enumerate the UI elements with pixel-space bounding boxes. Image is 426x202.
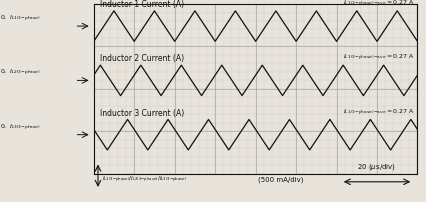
Text: $0,\ I_{L2(3\mathrm{-phase})}$: $0,\ I_{L2(3\mathrm{-phase})}$ (0, 68, 41, 78)
Text: $I_{L1(3\mathsf{-phase})\mathsf{-ave}}= 0.27\ \mathrm{A}$: $I_{L1(3\mathsf{-phase})\mathsf{-ave}}= … (343, 0, 414, 9)
Text: $I_{L1(3\mathrm{-phase})}/I_{L2(3\mathrm{-phase})}/I_{L3(3\mathrm{-phase})}$: $I_{L1(3\mathrm{-phase})}/I_{L2(3\mathrm… (102, 175, 187, 185)
Text: $0,\ I_{L1(3\mathrm{-phase})}$: $0,\ I_{L1(3\mathrm{-phase})}$ (0, 14, 41, 24)
Text: $I_{L1(3\mathsf{-phase})\mathsf{-ave}}= 0.27\ \mathrm{A}$: $I_{L1(3\mathsf{-phase})\mathsf{-ave}}= … (343, 53, 414, 63)
Text: Inductor 1 Current (A): Inductor 1 Current (A) (100, 0, 184, 9)
Text: $I_{L1(3\mathsf{-phase})\mathsf{-ave}}= 0.27\ \mathrm{A}$: $I_{L1(3\mathsf{-phase})\mathsf{-ave}}= … (343, 107, 414, 118)
Text: $0,\ I_{L3(3\mathrm{-phase})}$: $0,\ I_{L3(3\mathrm{-phase})}$ (0, 122, 41, 133)
Text: Inductor 3 Current (A): Inductor 3 Current (A) (100, 109, 184, 118)
Text: (500 mA/div): (500 mA/div) (259, 177, 304, 183)
Text: Inductor 2 Current (A): Inductor 2 Current (A) (100, 54, 184, 63)
Text: $20\ (\mu\mathrm{s/div})$: $20\ (\mu\mathrm{s/div})$ (357, 162, 397, 172)
